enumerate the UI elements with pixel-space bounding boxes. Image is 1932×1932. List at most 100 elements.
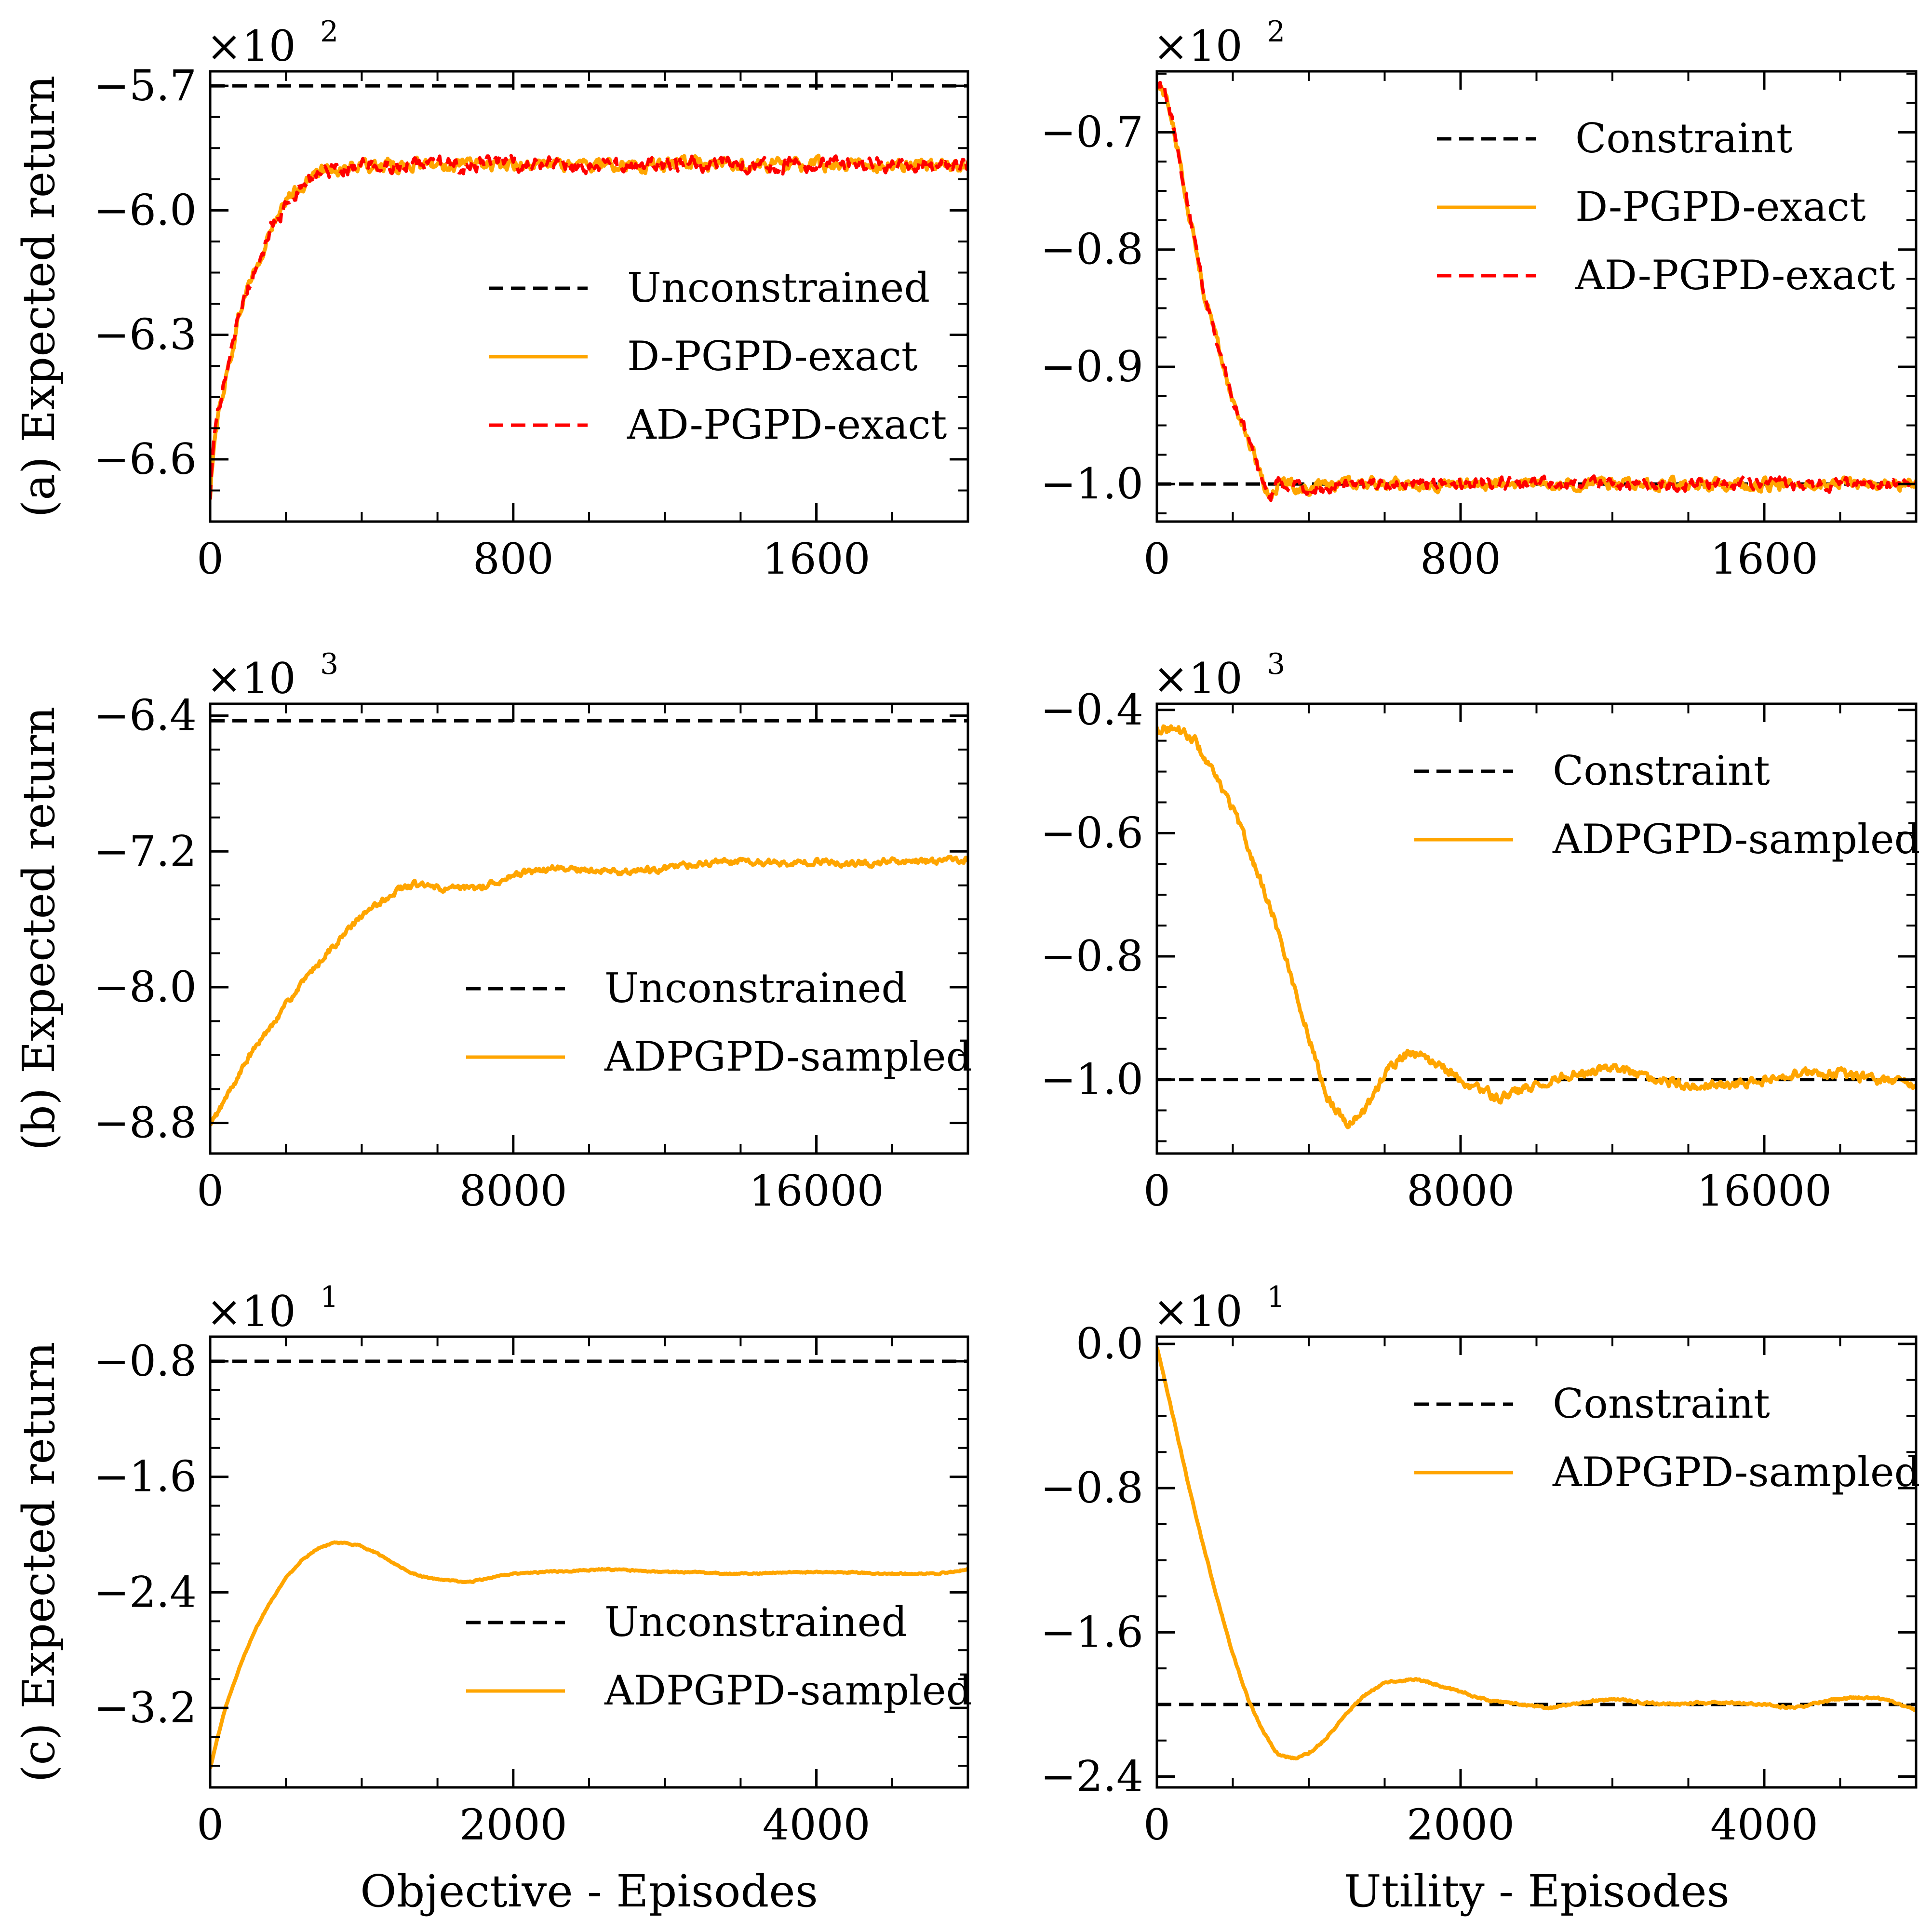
axes-frame (1155, 702, 1918, 1155)
legend: Unconstrained ADPGPD-sampled (466, 1598, 972, 1714)
chart-panel-b-utility: −0.4 −0.6 −0.8 −1.0 0 8000 16000 ×10 3 Constraint… (1040, 647, 1920, 1216)
y-axis-title: (c) Expected return (13, 1342, 65, 1783)
axes-frame (1155, 1335, 1918, 1789)
legend-entry: AD-PGPD-exact (1575, 252, 1895, 299)
x-tick-label: 0 (197, 1166, 224, 1216)
axis-multiplier: ×10 (206, 654, 296, 703)
legend: Constraint ADPGPD-sampled (1414, 747, 1920, 863)
axis-multiplier: ×10 (1153, 1287, 1243, 1336)
y-tick-label: −1.0 (1040, 1055, 1143, 1104)
legend-entry: Unconstrained (604, 965, 907, 1012)
y-tick-label: −6.6 (94, 434, 197, 484)
chart-panel-a-objective: −5.7 −6.0 −6.3 −6.60 800 1600 ×10 2 (a) Expected… (13, 15, 969, 584)
y-tick-label: −8.0 (94, 962, 197, 1012)
panels-layer: −5.7−6.0−6.3−6.60 800 1600×10 2(a) Expected… (13, 15, 1920, 1850)
y-tick-label: −7.2 (94, 826, 197, 876)
legend-entry: ADPGPD-sampled (604, 1033, 972, 1080)
legend-entry: D-PGPD-exact (627, 333, 918, 380)
y-tick-label: −0.8 (1040, 225, 1143, 274)
x-tick-label: 4000 (763, 1800, 871, 1850)
series-line-ad-pgpd-exact (210, 153, 968, 499)
y-tick-label: −6.4 (94, 691, 197, 740)
x-tick-label: 16000 (1697, 1166, 1832, 1216)
axis-multiplier-exponent: 3 (1267, 647, 1285, 681)
axis-multiplier: ×10 (1153, 654, 1243, 703)
axes-frame (209, 1335, 969, 1789)
series-line-adpgpd-sampled (1157, 724, 1916, 1129)
axis-multiplier-exponent: 2 (1267, 15, 1285, 49)
x-tick-label: 2000 (459, 1800, 567, 1850)
x-tick-label: 800 (473, 534, 554, 584)
axis-multiplier-exponent: 1 (320, 1280, 338, 1314)
y-tick-label: −0.4 (1040, 685, 1143, 735)
legend-entry: Constraint (1575, 115, 1793, 162)
y-tick-label: 0.0 (1076, 1319, 1143, 1368)
legend-entry: AD-PGPD-exact (627, 401, 947, 448)
legend: Unconstrained D-PGPD-exact AD-PGPD-exact (489, 264, 947, 448)
x-tick-label: 0 (1143, 1166, 1170, 1216)
y-tick-label: −1.6 (1040, 1607, 1143, 1657)
legend-entry: ADPGPD-sampled (604, 1667, 972, 1714)
x-tick-label: 0 (1143, 534, 1170, 584)
x-axis-title-right: Utility - Episodes (1344, 1865, 1730, 1917)
axis-multiplier: ×10 (206, 1287, 296, 1336)
plot-area (210, 719, 968, 1127)
x-axis-title-left: Objective - Episodes (360, 1865, 818, 1917)
legend-entry: D-PGPD-exact (1575, 183, 1866, 230)
axis-multiplier-exponent: 3 (320, 647, 338, 681)
x-tick-label: 1600 (1710, 534, 1818, 584)
x-tick-label: 800 (1420, 534, 1501, 584)
axis-multiplier-exponent: 1 (1267, 1280, 1285, 1314)
plot-area (1157, 80, 1916, 502)
legend-entry: Unconstrained (604, 1598, 907, 1646)
plot-area (210, 84, 968, 500)
y-tick-label: −1.6 (94, 1452, 197, 1502)
y-tick-label: −0.8 (1040, 931, 1143, 981)
x-tick-label: 1600 (763, 534, 871, 584)
y-tick-label: −0.7 (1040, 107, 1143, 157)
x-tick-label: 0 (1143, 1800, 1170, 1850)
legend: Constraint ADPGPD-sampled (1414, 1380, 1920, 1496)
y-tick-label: −0.8 (94, 1336, 197, 1386)
y-tick-label: −6.3 (94, 310, 197, 360)
x-tick-label: 8000 (459, 1166, 567, 1216)
axis-multiplier-exponent: 2 (320, 15, 338, 49)
chart-panel-b-objective: −6.4 −7.2 −8.0 −8.80 8000 16000 ×10 3 (b) Expect… (13, 647, 972, 1216)
x-tick-label: 4000 (1710, 1800, 1818, 1850)
y-tick-label: −2.4 (94, 1567, 197, 1617)
chart-panel-a-utility: −0.7 −0.8 −0.9 −1.00 800 1600 ×10 2 Constraint D-… (1040, 15, 1918, 584)
legend-entry: Constraint (1553, 747, 1770, 794)
series-line-adpgpd-sampled (210, 855, 968, 1127)
x-tick-label: 8000 (1407, 1166, 1515, 1216)
x-tick-label: 0 (197, 534, 224, 584)
legend-entry: Constraint (1553, 1380, 1770, 1427)
plot-area (1157, 724, 1916, 1129)
plot-area (1157, 1346, 1916, 1761)
legend-entry: Unconstrained (627, 264, 930, 311)
legend-entry: ADPGPD-sampled (1552, 816, 1920, 863)
legend: Constraint D-PGPD-exact AD-PGPD-exact (1437, 115, 1895, 299)
x-tick-label: 16000 (749, 1166, 884, 1216)
y-axis-title: (a) Expected return (13, 75, 65, 517)
series-line-adpgpd-sampled (210, 1540, 968, 1769)
axes-frame (209, 702, 969, 1155)
y-tick-label: −5.7 (94, 61, 197, 110)
axis-multiplier: ×10 (206, 21, 296, 71)
y-tick-label: −6.0 (94, 185, 197, 235)
y-tick-label: −0.9 (1040, 342, 1143, 391)
legend: Unconstrained ADPGPD-sampled (466, 965, 972, 1080)
x-tick-label: 2000 (1407, 1800, 1515, 1850)
series-line-ad-pgpd-exact (1157, 80, 1916, 502)
y-tick-label: −0.6 (1040, 808, 1143, 858)
y-tick-label: −1.0 (1040, 459, 1143, 509)
series-line-adpgpd-sampled (1157, 1346, 1916, 1761)
x-tick-label: 0 (197, 1800, 224, 1850)
y-tick-label: −2.4 (1040, 1752, 1143, 1801)
y-tick-label: −0.8 (1040, 1463, 1143, 1513)
chart-panel-c-utility: 0.0 −0.8 −1.6 −2.40 2000 4000 ×10 1 Constraint AD… (1040, 1280, 1920, 1850)
y-axis-title: (b) Expected return (13, 707, 65, 1151)
plot-area (210, 1359, 968, 1769)
y-tick-label: −8.8 (94, 1098, 197, 1148)
chart-panel-c-objective: −0.8 −1.6 −2.4 −3.2 0 2000 4000 ×10 1 (c) Expecte… (13, 1280, 972, 1850)
